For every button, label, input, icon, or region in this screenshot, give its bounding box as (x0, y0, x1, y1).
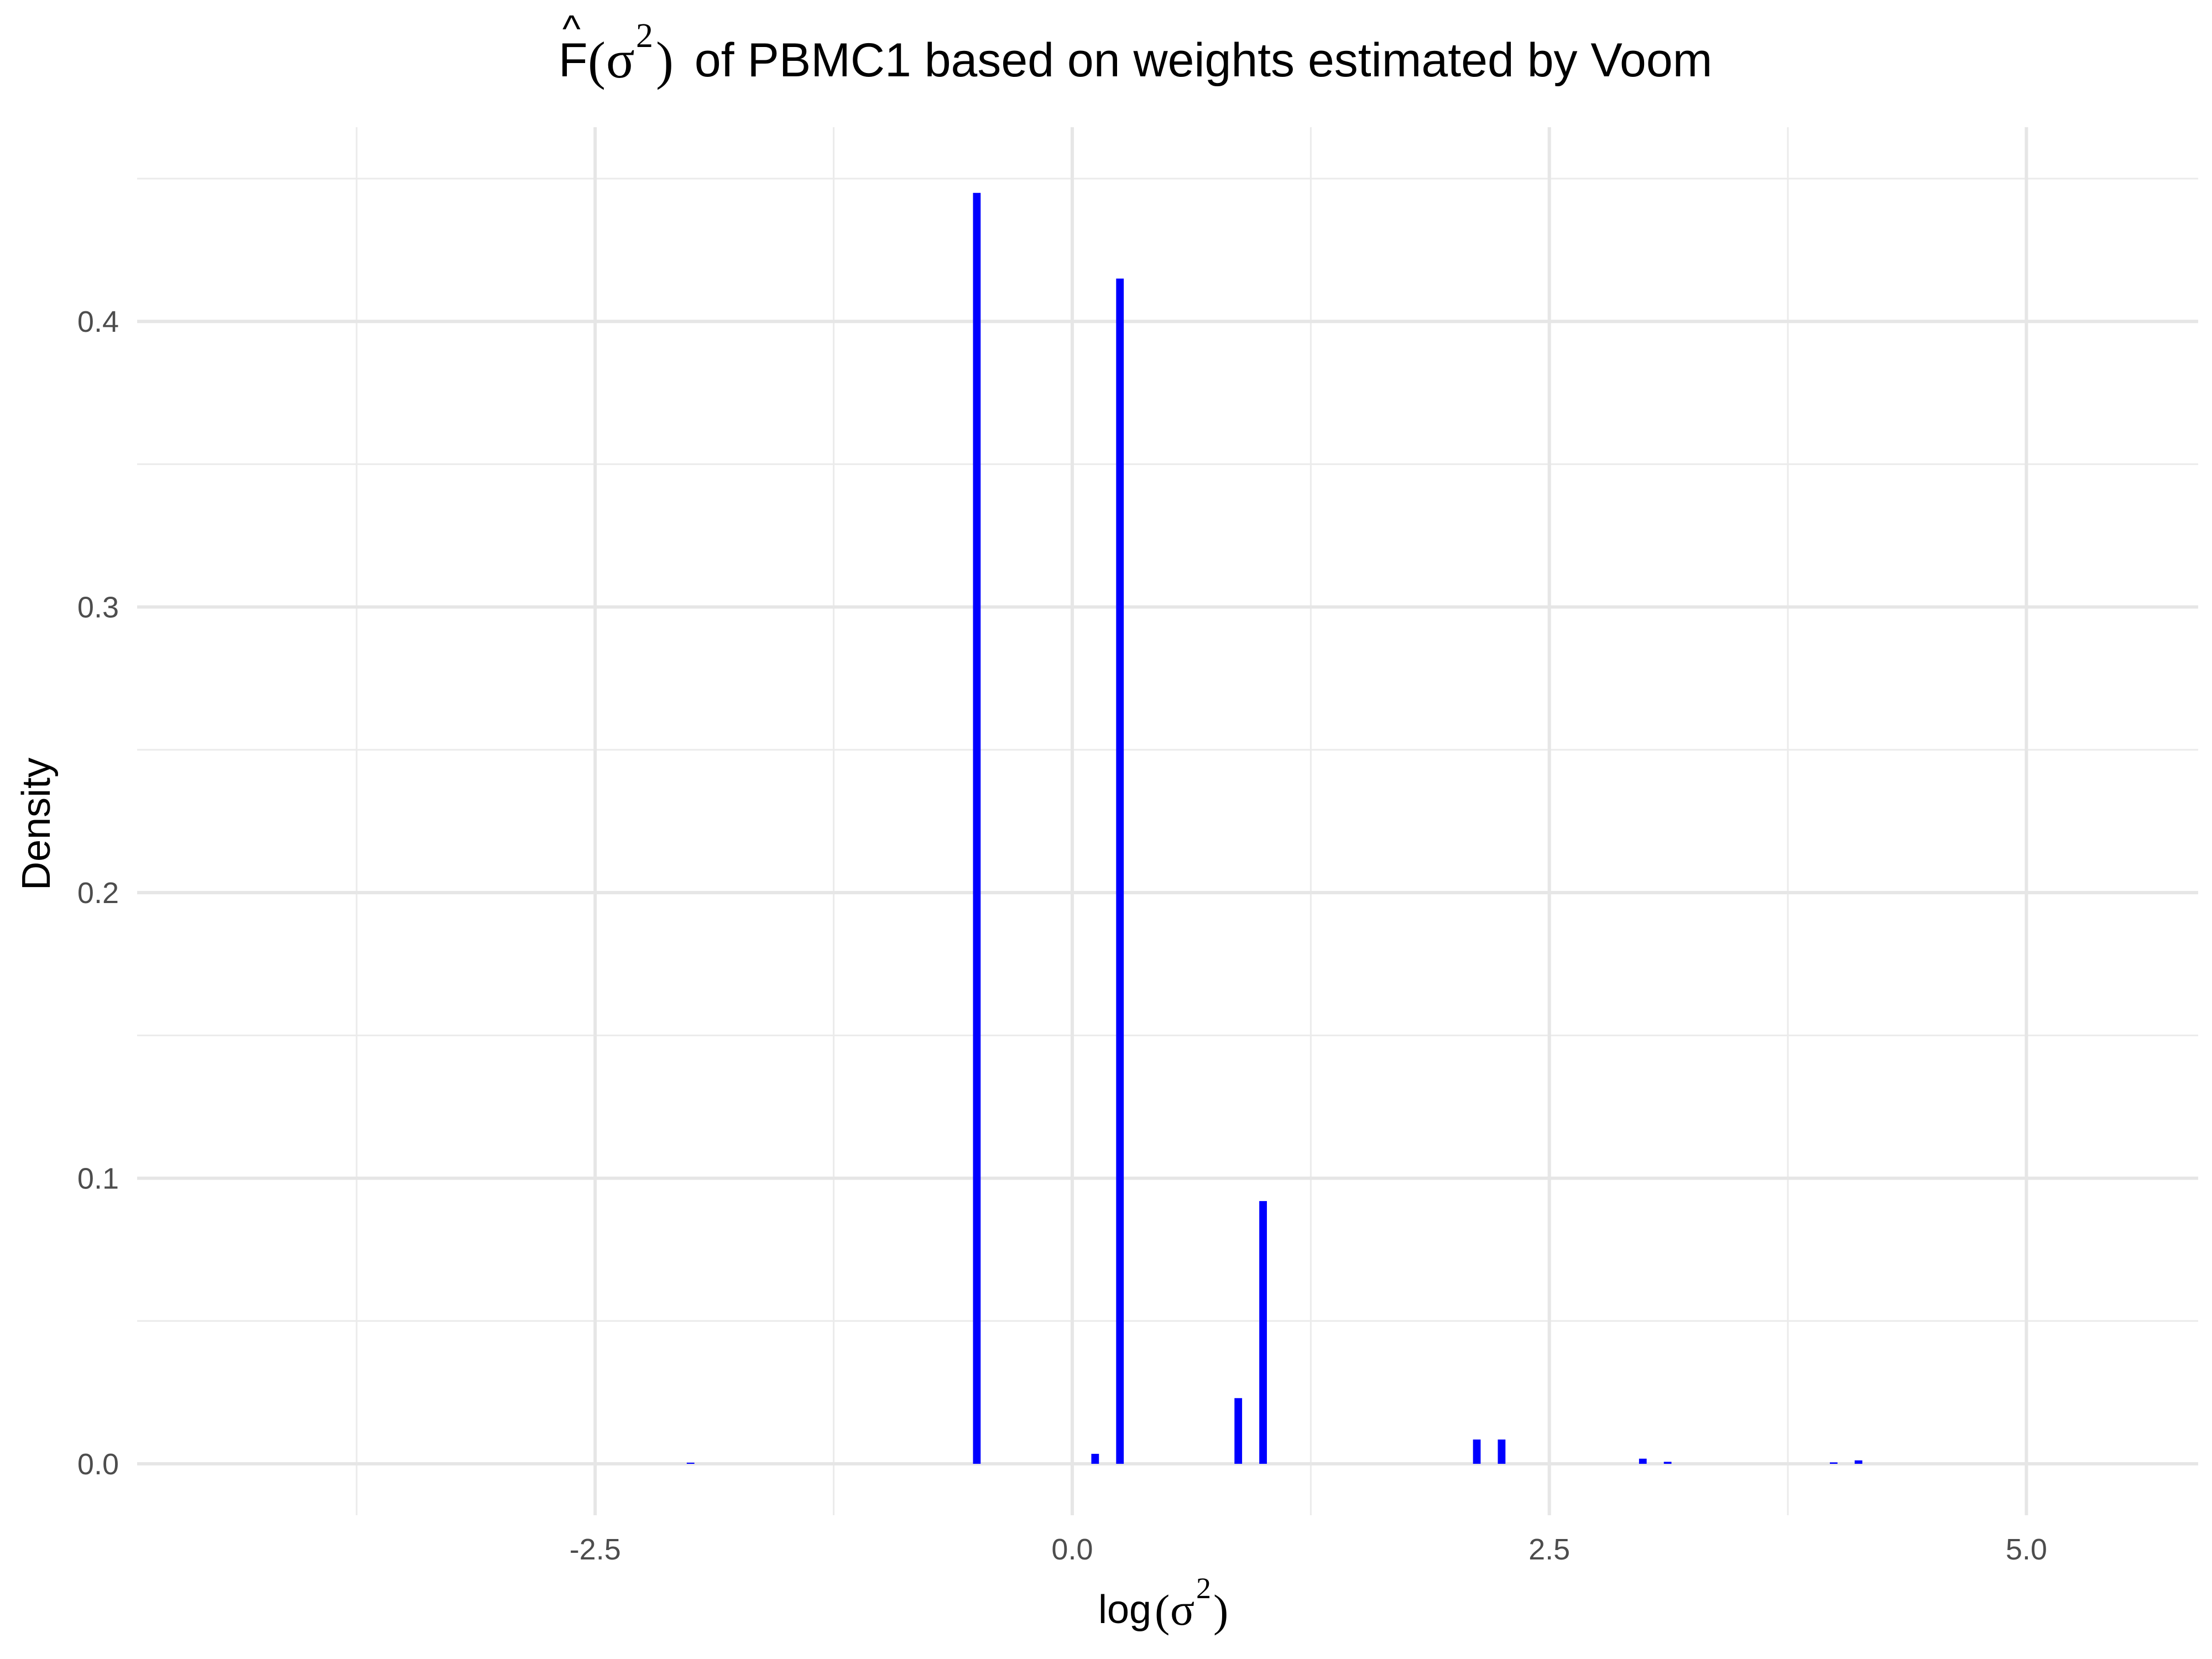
bar (1259, 1201, 1267, 1464)
y-tick-label: 0.4 (77, 305, 119, 338)
y-tick-label: 0.2 (77, 877, 119, 910)
x-label-paren-open: ( (1155, 1585, 1170, 1636)
x-tick-label: 2.5 (1528, 1533, 1570, 1566)
bar (686, 1462, 695, 1464)
bar (1663, 1462, 1672, 1464)
x-label-paren-close: ) (1213, 1585, 1228, 1636)
x-label-exponent: 2 (1196, 1572, 1211, 1605)
y-axis-tick-labels: 0.0 0.1 0.2 0.3 0.4 (77, 305, 119, 1481)
title-paren-close: ) (656, 31, 674, 90)
bars (686, 192, 1863, 1464)
bar (1829, 1462, 1838, 1464)
x-axis-tick-labels: -2.5 0.0 2.5 5.0 (570, 1533, 2047, 1566)
bar (1234, 1398, 1243, 1464)
x-tick-label: -2.5 (570, 1533, 621, 1566)
bar (1854, 1460, 1863, 1464)
bar (1116, 278, 1124, 1464)
bar (1498, 1439, 1506, 1464)
y-tick-label: 0.0 (77, 1448, 119, 1481)
y-tick-label: 0.1 (77, 1162, 119, 1196)
x-tick-label: 5.0 (2006, 1533, 2047, 1566)
minor-gridlines (137, 127, 2198, 1515)
bar (973, 192, 981, 1464)
title-hat: ^ (562, 7, 581, 50)
bar (1473, 1439, 1481, 1464)
bar (1639, 1458, 1647, 1464)
title-exponent: 2 (636, 17, 653, 55)
x-axis-label: log ( σ 2 ) (1098, 1572, 1228, 1636)
bar (1091, 1453, 1099, 1464)
x-tick-label: 0.0 (1051, 1533, 1093, 1566)
title-text: of PBMC1 based on weights estimated by V… (681, 34, 1712, 87)
y-axis-label: Density (14, 758, 59, 890)
x-label-prefix: log (1098, 1588, 1151, 1632)
title-sigma: σ (606, 30, 635, 89)
y-tick-label: 0.3 (77, 591, 119, 624)
x-label-sigma: σ (1170, 1584, 1194, 1635)
title-paren-open: ( (588, 31, 606, 90)
title-estimator: F (559, 34, 588, 87)
chart-title: F ^ ( σ 2 ) of PBMC1 based on weights es… (559, 7, 1712, 90)
